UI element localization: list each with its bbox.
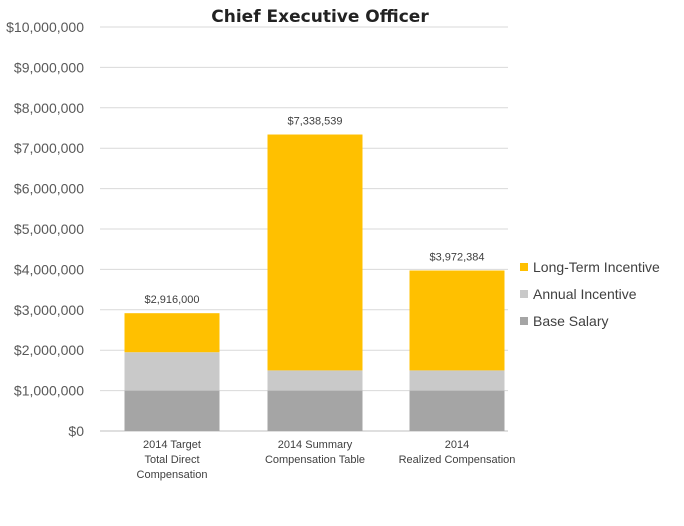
total-data-label: $2,916,000 <box>144 294 199 306</box>
x-axis-tick-labels: 2014 Target Total Direct Compensation 2014 … <box>137 439 516 481</box>
legend-label: Long-Term Incentive <box>533 259 660 275</box>
y-tick-label: $8,000,000 <box>14 100 84 116</box>
legend-swatch <box>520 317 528 325</box>
bar-segment-base-salary <box>124 390 220 431</box>
bar-segment-long-term-incentive <box>267 134 363 371</box>
y-tick-label: $1,000,000 <box>14 383 84 399</box>
legend-label: Annual Incentive <box>533 286 637 302</box>
legend: Long-Term Incentive Annual Incentive Base … <box>520 259 660 329</box>
y-tick-label: $4,000,000 <box>14 261 84 277</box>
category-label: Compensation <box>137 469 208 481</box>
y-tick-label: $2,000,000 <box>14 342 84 358</box>
y-tick-label: $9,000,000 <box>14 59 84 75</box>
y-tick-label: $0 <box>68 423 84 439</box>
chart-title: Chief Executive Officer <box>211 7 429 27</box>
bar-segment-long-term-incentive <box>409 270 505 371</box>
legend-swatch <box>520 263 528 271</box>
bar-segment-annual-incentive <box>409 370 505 391</box>
bar-segment-annual-incentive <box>124 352 220 391</box>
y-tick-label: $5,000,000 <box>14 221 84 237</box>
y-tick-label: $6,000,000 <box>14 181 84 197</box>
legend-label: Base Salary <box>533 313 608 329</box>
category-label: 2014 <box>445 439 469 451</box>
total-data-label: $7,338,539 <box>287 116 342 128</box>
bar-segment-base-salary <box>409 390 505 431</box>
y-tick-label: $10,000,000 <box>6 19 84 35</box>
category-label: 2014 Target <box>143 439 201 451</box>
category-label: Compensation Table <box>265 454 365 466</box>
y-tick-label: $3,000,000 <box>14 302 84 318</box>
data-labels: $2,916,000 $7,338,539 $3,972,384 <box>144 116 484 307</box>
bar-segment-base-salary <box>267 390 363 431</box>
category-label: Total Direct <box>144 454 199 466</box>
y-tick-label: $7,000,000 <box>14 140 84 156</box>
legend-swatch <box>520 290 528 298</box>
bar-segment-long-term-incentive <box>124 313 220 353</box>
bars <box>124 134 505 431</box>
category-label: 2014 Summary <box>278 439 353 451</box>
y-axis-tick-labels: $0 $1,000,000 $2,000,000 $3,000,000 $4,000,0… <box>6 19 84 439</box>
total-data-label: $3,972,384 <box>429 252 484 264</box>
category-label: Realized Compensation <box>399 454 516 466</box>
bar-segment-annual-incentive <box>267 370 363 391</box>
